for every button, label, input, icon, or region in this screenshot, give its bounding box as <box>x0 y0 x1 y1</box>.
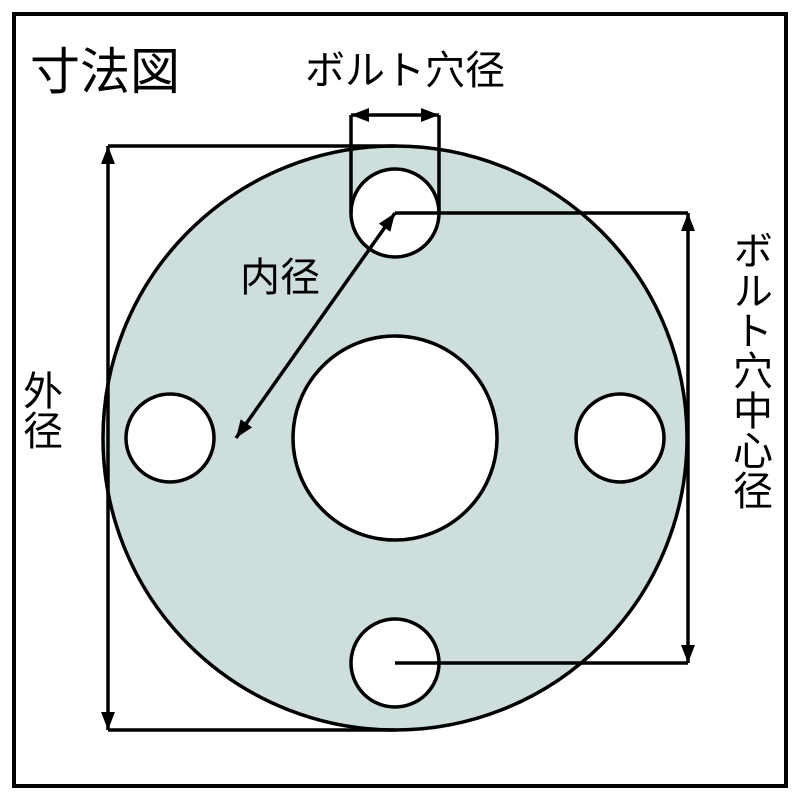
outer-frame <box>12 12 788 788</box>
label-outer-diameter: 外径 <box>10 370 68 450</box>
diagram-title: 寸法図 <box>30 32 180 104</box>
label-bolt-hole-diameter: ボルト穴径 <box>305 38 505 96</box>
label-bolt-circle-diameter: ボルト穴中心径 <box>720 230 778 510</box>
label-inner-diameter: 内径 <box>240 245 320 303</box>
